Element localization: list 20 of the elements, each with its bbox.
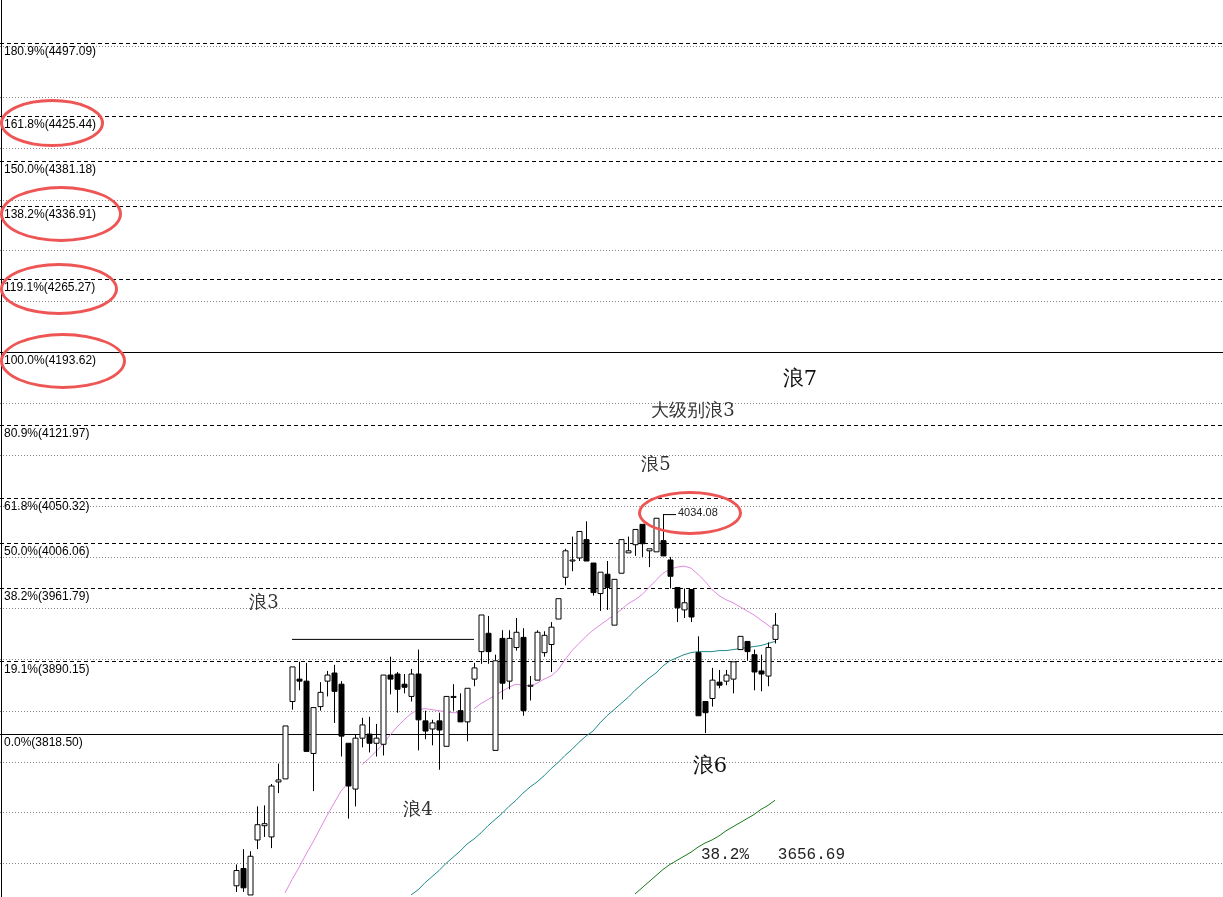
- annotation: 浪5: [641, 452, 671, 474]
- ref-line-label: 38.2%(3961.79): [4, 588, 90, 603]
- annotation: 大级别浪3: [651, 398, 735, 420]
- ref-line-label: 138.2%(4336.91): [4, 206, 97, 221]
- ref-line-label: 61.8%(4050.32): [4, 498, 90, 513]
- annotation: 4034.08: [678, 506, 718, 519]
- ref-line-label: 119.1%(4265.27): [4, 279, 96, 294]
- ref-line-label: 100.0%(4193.62): [4, 352, 97, 367]
- annotation: 38.2% 3656.69: [700, 846, 846, 865]
- ref-line-label: 19.1%(3890.15): [4, 661, 90, 676]
- annotation: 浪4: [403, 797, 433, 819]
- ref-line-label: 0.0%(3818.50): [4, 734, 83, 749]
- ref-line-label: 161.8%(4425.44): [4, 116, 97, 131]
- ref-line-label: 180.9%(4497.09): [4, 43, 97, 58]
- ref-line-label: 150.0%(4381.18): [4, 161, 97, 176]
- annotation: 浪6: [692, 753, 728, 778]
- ref-line-label: 80.9%(4121.97): [4, 425, 90, 440]
- annotation: 浪3: [249, 590, 279, 612]
- ref-line-label: 50.0%(4006.06): [4, 543, 90, 558]
- text: 浪7: [782, 366, 818, 391]
